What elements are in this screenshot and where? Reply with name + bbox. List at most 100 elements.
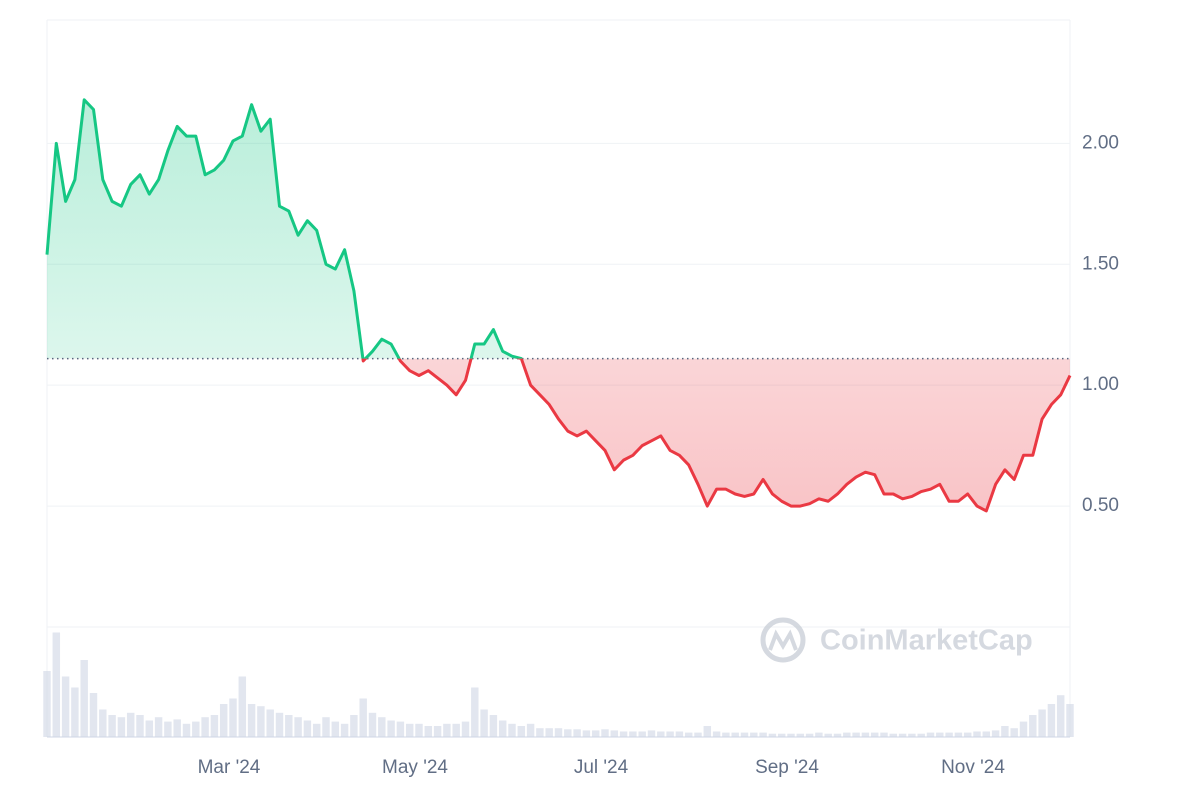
volume-bar (387, 720, 395, 737)
volume-bar (536, 728, 544, 737)
volume-bar (973, 731, 981, 737)
area-down (47, 358, 1070, 511)
y-tick-label: 1.50 (1082, 253, 1119, 274)
volume-bar (378, 717, 386, 737)
volume-bar (926, 732, 935, 737)
volume-bar (498, 720, 507, 737)
volume-bar (945, 732, 953, 737)
volume-bar (629, 731, 637, 737)
price-line-down (361, 358, 1072, 513)
volume-bar (294, 717, 302, 737)
volume-bar (71, 687, 79, 737)
volume-bar (787, 733, 795, 737)
volume-bar (908, 733, 916, 737)
volume-bar (210, 715, 219, 737)
volume-bar (880, 732, 888, 737)
volume-bar (471, 687, 479, 737)
x-tick-label: May '24 (382, 757, 448, 778)
price-line-up (45, 98, 523, 359)
volume-bar (443, 723, 451, 737)
volume-bar (322, 717, 330, 737)
volume-bar (238, 676, 247, 737)
volume-bar (266, 709, 274, 737)
volume-bar (415, 723, 423, 737)
x-tick-label: Sep '24 (755, 757, 819, 778)
volume-bar (638, 731, 646, 737)
watermark-logo-m (768, 629, 798, 651)
volume-bar (1047, 704, 1056, 737)
volume-bar (201, 717, 209, 737)
volume-bar (684, 732, 693, 737)
volume-bar (1056, 695, 1065, 737)
volume-bar (1001, 726, 1009, 737)
watermark-logo (760, 617, 806, 663)
volume-bar (1029, 715, 1037, 737)
volume-bar (331, 721, 340, 737)
volume-bar (285, 715, 293, 737)
volume-bar (340, 723, 349, 737)
volume-bar (805, 733, 814, 737)
volume-bar (1010, 728, 1018, 737)
volume-bar (154, 717, 163, 737)
volume-bar (619, 731, 628, 737)
volume-bar (843, 732, 851, 737)
volume-bar (229, 698, 237, 737)
volume-bar (675, 731, 684, 737)
x-tick-label: Jul '24 (574, 757, 629, 778)
volume-bar (173, 719, 181, 737)
volume-bar (164, 721, 172, 737)
volume-bar (43, 671, 51, 737)
volume-bar (963, 732, 972, 737)
volume-bar (833, 733, 842, 737)
volume-bar (489, 715, 498, 737)
volume-bar (545, 728, 553, 737)
volume-bar (731, 732, 739, 737)
volume-bar (564, 729, 572, 737)
volume-bar (80, 660, 88, 737)
area-up (47, 99, 522, 359)
volume-bar (350, 715, 358, 737)
volume-bar (750, 732, 758, 737)
volume-bar (870, 732, 879, 737)
y-tick-label: 2.00 (1082, 132, 1119, 153)
volume-bar (136, 715, 144, 737)
volume-bar (647, 730, 656, 737)
volume-bar (1038, 709, 1046, 737)
volume-bar (303, 720, 312, 737)
volume-bar (610, 730, 619, 737)
volume-bar (182, 723, 191, 737)
volume-bar (759, 732, 767, 737)
volume-bar (396, 721, 405, 737)
volume-bar (275, 712, 284, 737)
volume-bar (52, 632, 61, 737)
y-tick-label: 1.00 (1082, 374, 1119, 395)
volume-bar (526, 723, 535, 737)
volume-bar (61, 676, 70, 737)
volume-bar (889, 733, 898, 737)
volume-bar (433, 726, 442, 737)
volume-bar (796, 733, 805, 737)
volume-bar (247, 704, 256, 737)
volume-bar (824, 733, 832, 737)
volume-bar (424, 726, 433, 737)
volume-bar (694, 732, 702, 737)
volume-bar (740, 732, 749, 737)
y-tick-label: 0.50 (1082, 495, 1119, 516)
volume-bar (666, 731, 674, 737)
volume-bar (126, 712, 135, 737)
volume-bar (508, 723, 516, 737)
volume-bar (1066, 704, 1074, 737)
volume-bar (982, 731, 991, 737)
volume-bar (99, 709, 107, 737)
volume-bar (257, 706, 265, 737)
volume-bar (703, 726, 712, 737)
volume-bar (722, 732, 730, 737)
volume-bar (117, 717, 126, 737)
volume-bar (815, 732, 823, 737)
volume-bar (712, 731, 721, 737)
volume-bar (480, 709, 488, 737)
volume-bar (192, 721, 200, 737)
volume-bar (861, 732, 870, 737)
volume-bar (954, 732, 963, 737)
